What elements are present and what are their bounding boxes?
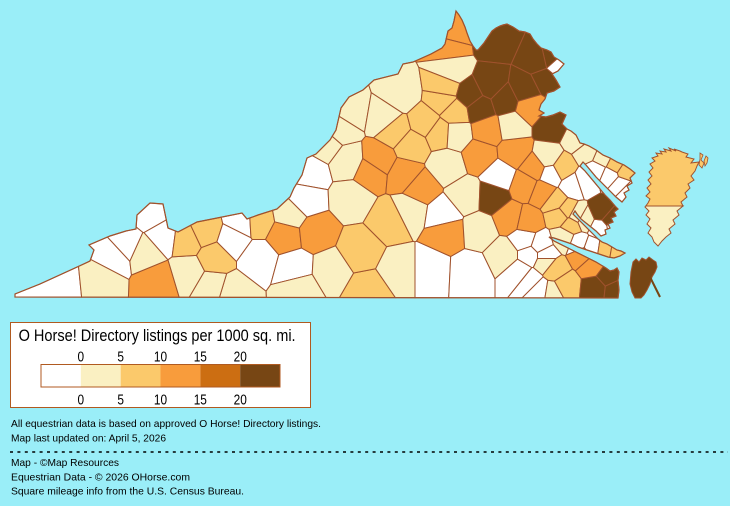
svg-text:15: 15 [194, 392, 207, 408]
svg-text:Square mileage info from the U: Square mileage info from the U.S. Census… [11, 487, 244, 498]
svg-text:5: 5 [117, 392, 124, 408]
svg-text:10: 10 [154, 392, 167, 408]
svg-text:20: 20 [234, 350, 247, 366]
svg-text:5: 5 [117, 350, 124, 366]
svg-text:0: 0 [78, 350, 85, 366]
svg-text:All equestrian data is based o: All equestrian data is based on approved… [11, 419, 321, 430]
svg-text:Map - ©Map Resources: Map - ©Map Resources [11, 458, 119, 469]
svg-text:10: 10 [154, 350, 167, 366]
svg-text:O Horse! Directory listings pe: O Horse! Directory listings per 1000 sq.… [19, 327, 296, 345]
svg-text:Equestrian Data - © 2026 OHors: Equestrian Data - © 2026 OHorse.com [11, 473, 190, 484]
svg-text:15: 15 [194, 350, 207, 366]
svg-text:20: 20 [234, 392, 247, 408]
svg-text:Map last updated on: April 5,: Map last updated on: April 5, 2026 [11, 434, 166, 445]
svg-text:0: 0 [78, 392, 85, 408]
